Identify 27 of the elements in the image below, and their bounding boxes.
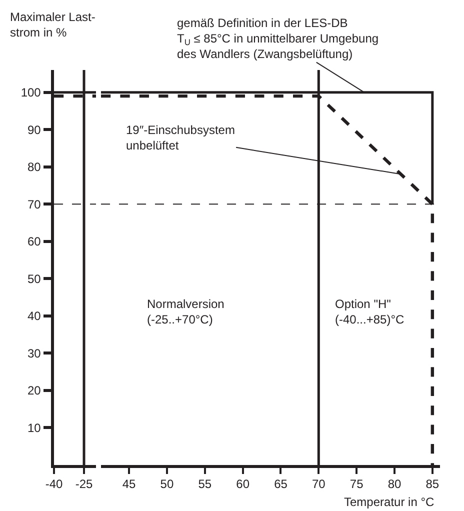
x-tick-label: 50 [160, 477, 174, 492]
y-tick-label: 90 [27, 122, 42, 137]
y-tick-label: 100 [20, 86, 42, 100]
y-tick-label: 40 [27, 309, 42, 324]
x-tick-label: 70 [312, 477, 326, 492]
x-tick-label: 65 [274, 477, 288, 492]
annotation: Option "H" (-40...+85)°C [335, 297, 404, 327]
x-tick-label: 55 [198, 477, 212, 492]
y-axis-title: Maximaler Last- strom in % [10, 10, 96, 40]
x-tick-label: 45 [122, 477, 136, 492]
x-tick-label: -40 [45, 477, 63, 492]
y-tick-label: 60 [27, 234, 42, 249]
x-tick-label: 80 [388, 477, 402, 492]
y-tick-label: 80 [27, 160, 42, 174]
y-tick-label: 10 [27, 420, 42, 435]
y-tick-label: 70 [27, 197, 42, 212]
annotation: 19″-Einschubsystem unbelüftet [126, 123, 235, 153]
annotation: Normalversion (-25..+70°C) [147, 297, 224, 327]
annotation: gemäß Definition in der LES-DB T$_{U}$ ≤ 85°C in unmittelbarer Umgebung des Wandlers (Zwangsbelüftung) [177, 16, 379, 62]
y-tick-label: 30 [27, 346, 42, 360]
y-tick-label: 20 [27, 384, 42, 398]
x-tick-label: 60 [236, 477, 250, 492]
x-tick-label: 85 [426, 477, 440, 492]
y-tick-label: 50 [27, 272, 42, 286]
x-tick-label: -25 [75, 477, 93, 492]
x-axis-title: Temperatur in °C [344, 495, 434, 509]
x-tick-label: 75 [350, 477, 364, 492]
